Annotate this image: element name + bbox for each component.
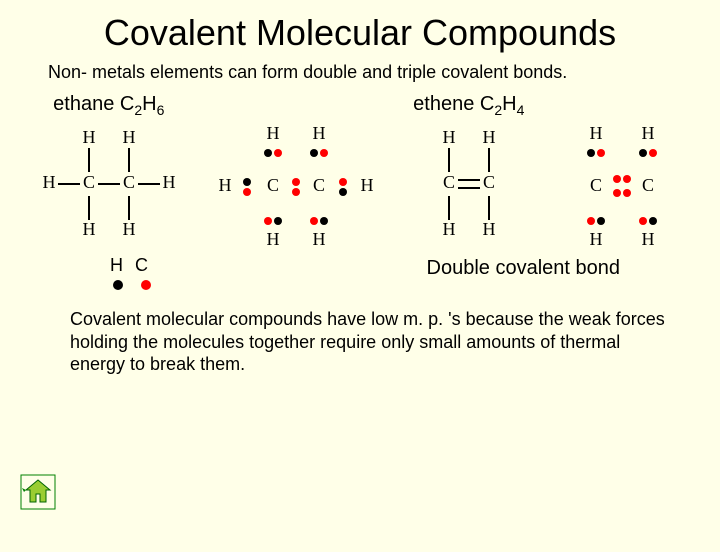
double-bond-label: Double covalent bond (427, 257, 620, 280)
svg-text:H: H (162, 172, 175, 192)
legend-h-label: H (110, 255, 123, 276)
footer-text: Covalent molecular compounds have low m.… (70, 308, 680, 376)
svg-text:H: H (442, 127, 455, 147)
svg-text:C: C (483, 172, 495, 192)
ethene-block: ethene C2H4 H H C C H H (409, 93, 529, 251)
svg-text:H: H (267, 229, 280, 249)
svg-text:H: H (122, 127, 135, 147)
svg-text:H: H (642, 229, 655, 249)
ethane-dotcross: H H H C C H H H (211, 121, 381, 251)
page-title: Covalent Molecular Compounds (0, 12, 720, 54)
svg-text:H: H (642, 123, 655, 143)
svg-text:H: H (82, 127, 95, 147)
electron-legend: H C (110, 255, 148, 276)
ethane-block: ethane C2H6 H H H C C H H H (34, 93, 184, 251)
svg-text:H: H (267, 123, 280, 143)
svg-text:H: H (482, 127, 495, 147)
svg-text:H: H (313, 229, 326, 249)
svg-text:H: H (590, 123, 603, 143)
ethane-name: ethane C2H6 (53, 93, 164, 118)
svg-text:C: C (642, 175, 654, 195)
svg-text:H: H (313, 123, 326, 143)
svg-text:C: C (313, 175, 325, 195)
svg-text:H: H (442, 219, 455, 239)
svg-text:C: C (443, 172, 455, 192)
molecule-row: ethane C2H6 H H H C C H H H (20, 93, 700, 251)
svg-text:H: H (361, 175, 374, 195)
svg-text:C: C (267, 175, 279, 195)
svg-text:H: H (590, 229, 603, 249)
svg-text:H: H (82, 219, 95, 239)
legend-dots (108, 276, 720, 294)
svg-text:H: H (219, 175, 232, 195)
ethane-structural: H H H C C H H H (34, 124, 184, 244)
home-icon[interactable] (20, 474, 56, 510)
svg-text:H: H (42, 172, 55, 192)
svg-text:H: H (482, 219, 495, 239)
ethene-dotcross: H H C C H H (556, 121, 686, 251)
svg-text:C: C (590, 175, 602, 195)
intro-text: Non- metals elements can form double and… (48, 62, 690, 83)
legend-c-label: C (135, 255, 148, 276)
svg-text:C: C (83, 172, 95, 192)
svg-text:C: C (123, 172, 135, 192)
ethene-structural: H H C C H H (409, 124, 529, 244)
svg-text:H: H (122, 219, 135, 239)
ethene-name: ethene C2H4 (413, 93, 524, 118)
